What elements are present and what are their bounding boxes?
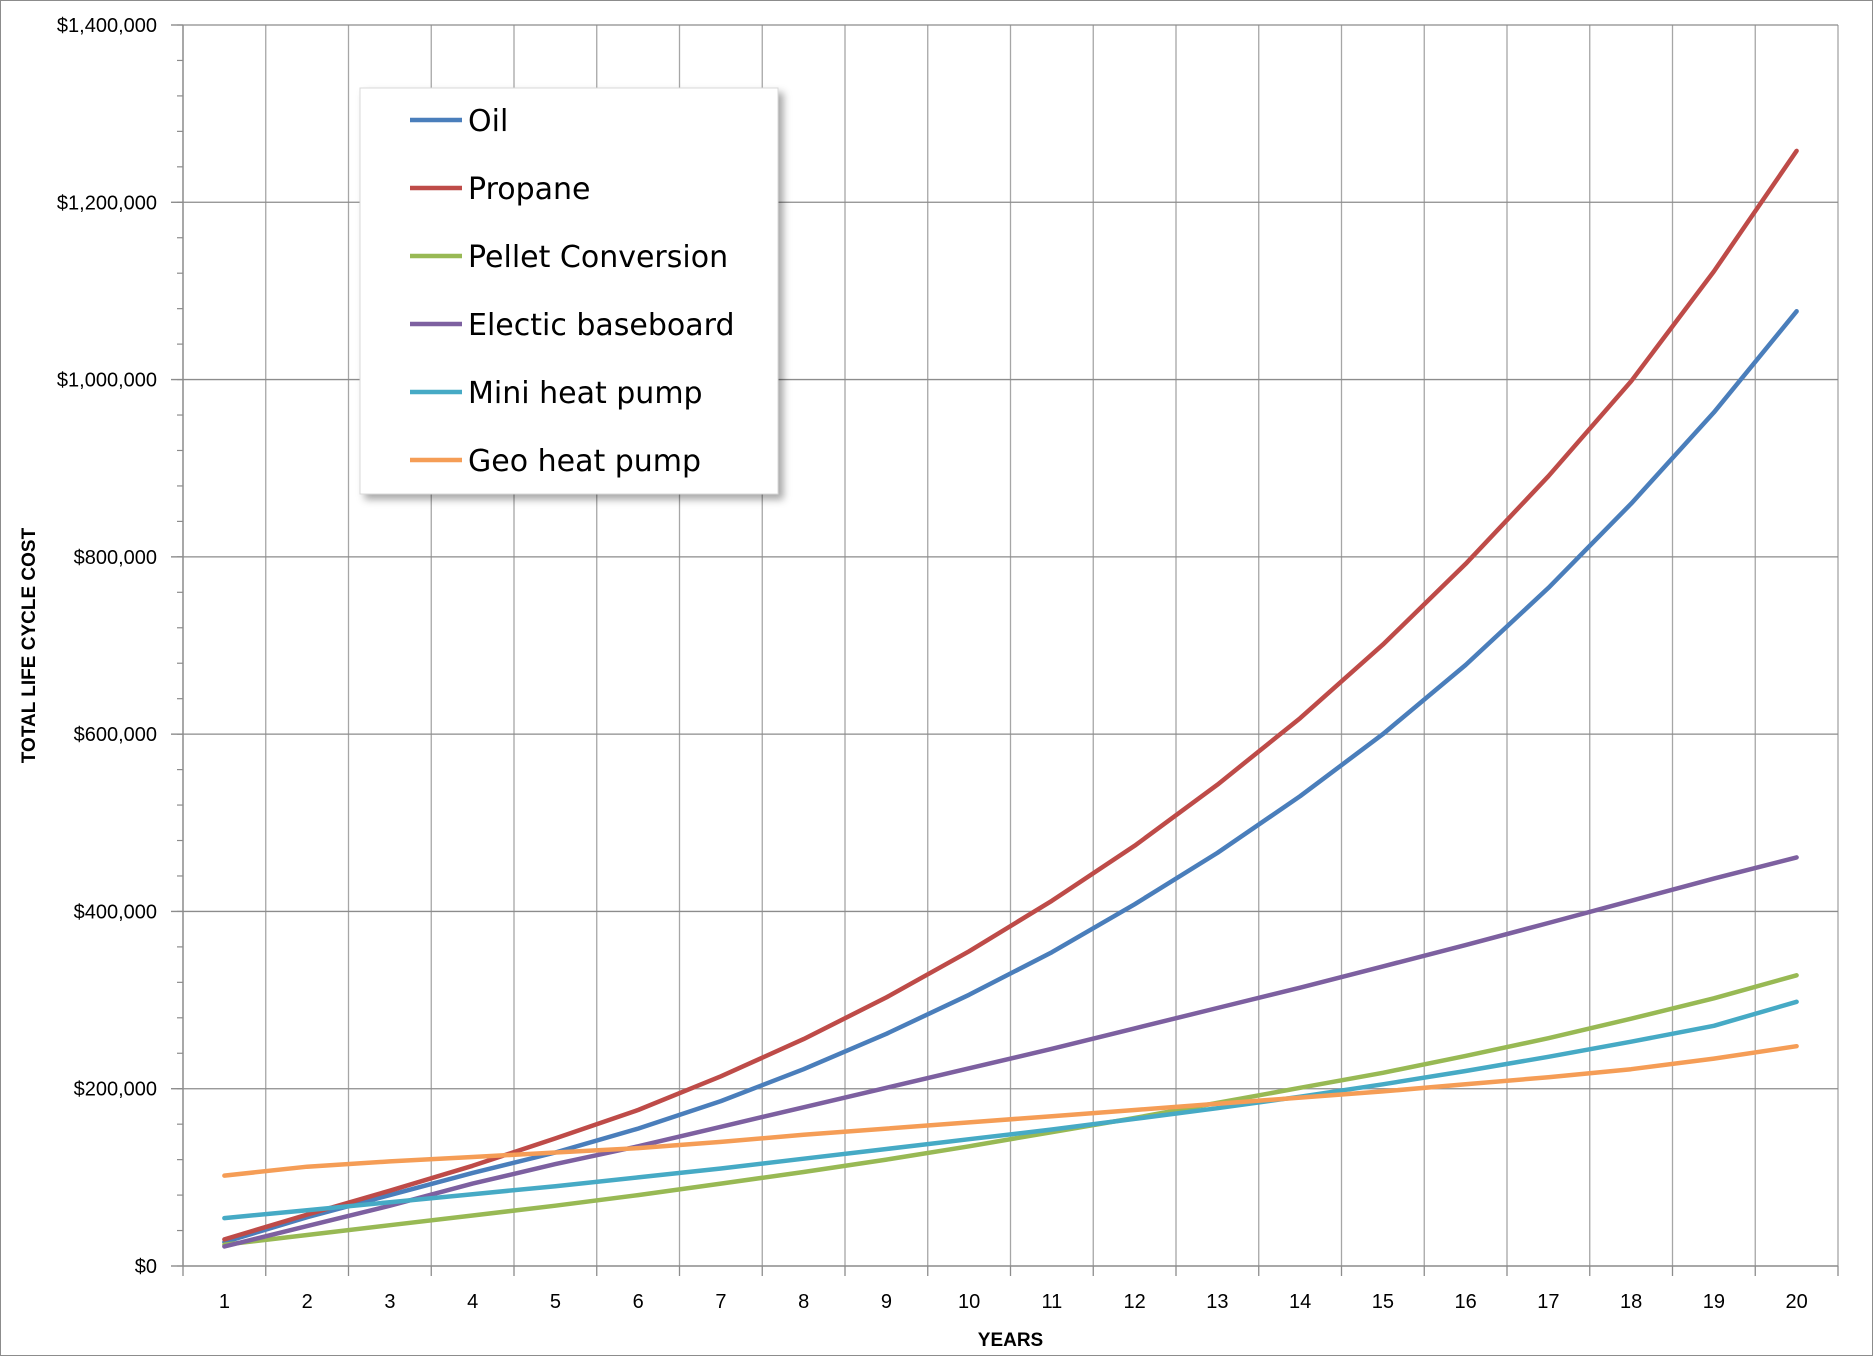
y-tick-label: $1,000,000 xyxy=(57,370,157,392)
x-tick-label: 7 xyxy=(715,1291,726,1313)
x-tick-label: 11 xyxy=(1041,1291,1062,1313)
x-tick-label: 14 xyxy=(1289,1291,1311,1313)
y-axis-title: TOTAL LIFE CYCLE COST xyxy=(19,527,40,763)
series-line-geo-heat-pump xyxy=(222,1043,1799,1178)
series-line-mini-heat-pump xyxy=(222,999,1799,1221)
series-line-propane xyxy=(222,148,1799,1242)
x-tick-label: 19 xyxy=(1703,1291,1725,1313)
y-tick-label: $0 xyxy=(135,1256,157,1278)
axes: $0 $200,000 $400,000 $600,000 $800,000 $1,000… xyxy=(57,15,1839,1313)
x-tick-label: 6 xyxy=(633,1291,644,1313)
x-tick-label: 3 xyxy=(384,1291,395,1313)
legend: Oil Propane Pellet Conversion Electic baseb… xyxy=(359,87,779,495)
x-tick-label: 17 xyxy=(1537,1291,1559,1313)
y-tick-label: $800,000 xyxy=(74,547,157,569)
series-lines xyxy=(222,148,1799,1249)
x-tick-label: 9 xyxy=(881,1291,892,1313)
x-tick-label: 18 xyxy=(1620,1291,1642,1313)
x-tick-label: 2 xyxy=(302,1291,313,1313)
x-tick-label: 1 xyxy=(219,1291,230,1313)
series-line-electic-baseboard xyxy=(222,855,1799,1249)
y-tick-label: $600,000 xyxy=(74,724,157,746)
legend-label: Electic baseboard xyxy=(468,308,735,343)
x-axis-title: YEARS xyxy=(978,1330,1043,1351)
y-tick-label: $400,000 xyxy=(74,901,157,923)
series-line-oil xyxy=(222,309,1799,1245)
legend-box xyxy=(359,87,779,495)
x-tick-label: 20 xyxy=(1786,1291,1808,1313)
x-tick-label: 16 xyxy=(1455,1291,1477,1313)
legend-label: Pellet Conversion xyxy=(468,240,728,275)
x-tick-label: 8 xyxy=(798,1291,809,1313)
legend-label: Mini heat pump xyxy=(468,376,703,411)
x-tick-label: 10 xyxy=(958,1291,980,1313)
legend-label: Propane xyxy=(468,172,591,207)
legend-label: Geo heat pump xyxy=(468,444,701,479)
series-line-pellet-conversion xyxy=(222,973,1799,1247)
y-tick-label: $200,000 xyxy=(74,1079,157,1101)
y-tick-label: $1,400,000 xyxy=(57,15,157,37)
legend-label: Oil xyxy=(468,104,508,139)
x-tick-label: 13 xyxy=(1206,1291,1228,1313)
x-tick-label: 15 xyxy=(1372,1291,1394,1313)
x-tick-label: 4 xyxy=(467,1291,478,1313)
x-tick-label: 12 xyxy=(1124,1291,1146,1313)
y-tick-label: $1,200,000 xyxy=(57,192,157,214)
x-tick-label: 5 xyxy=(550,1291,561,1313)
